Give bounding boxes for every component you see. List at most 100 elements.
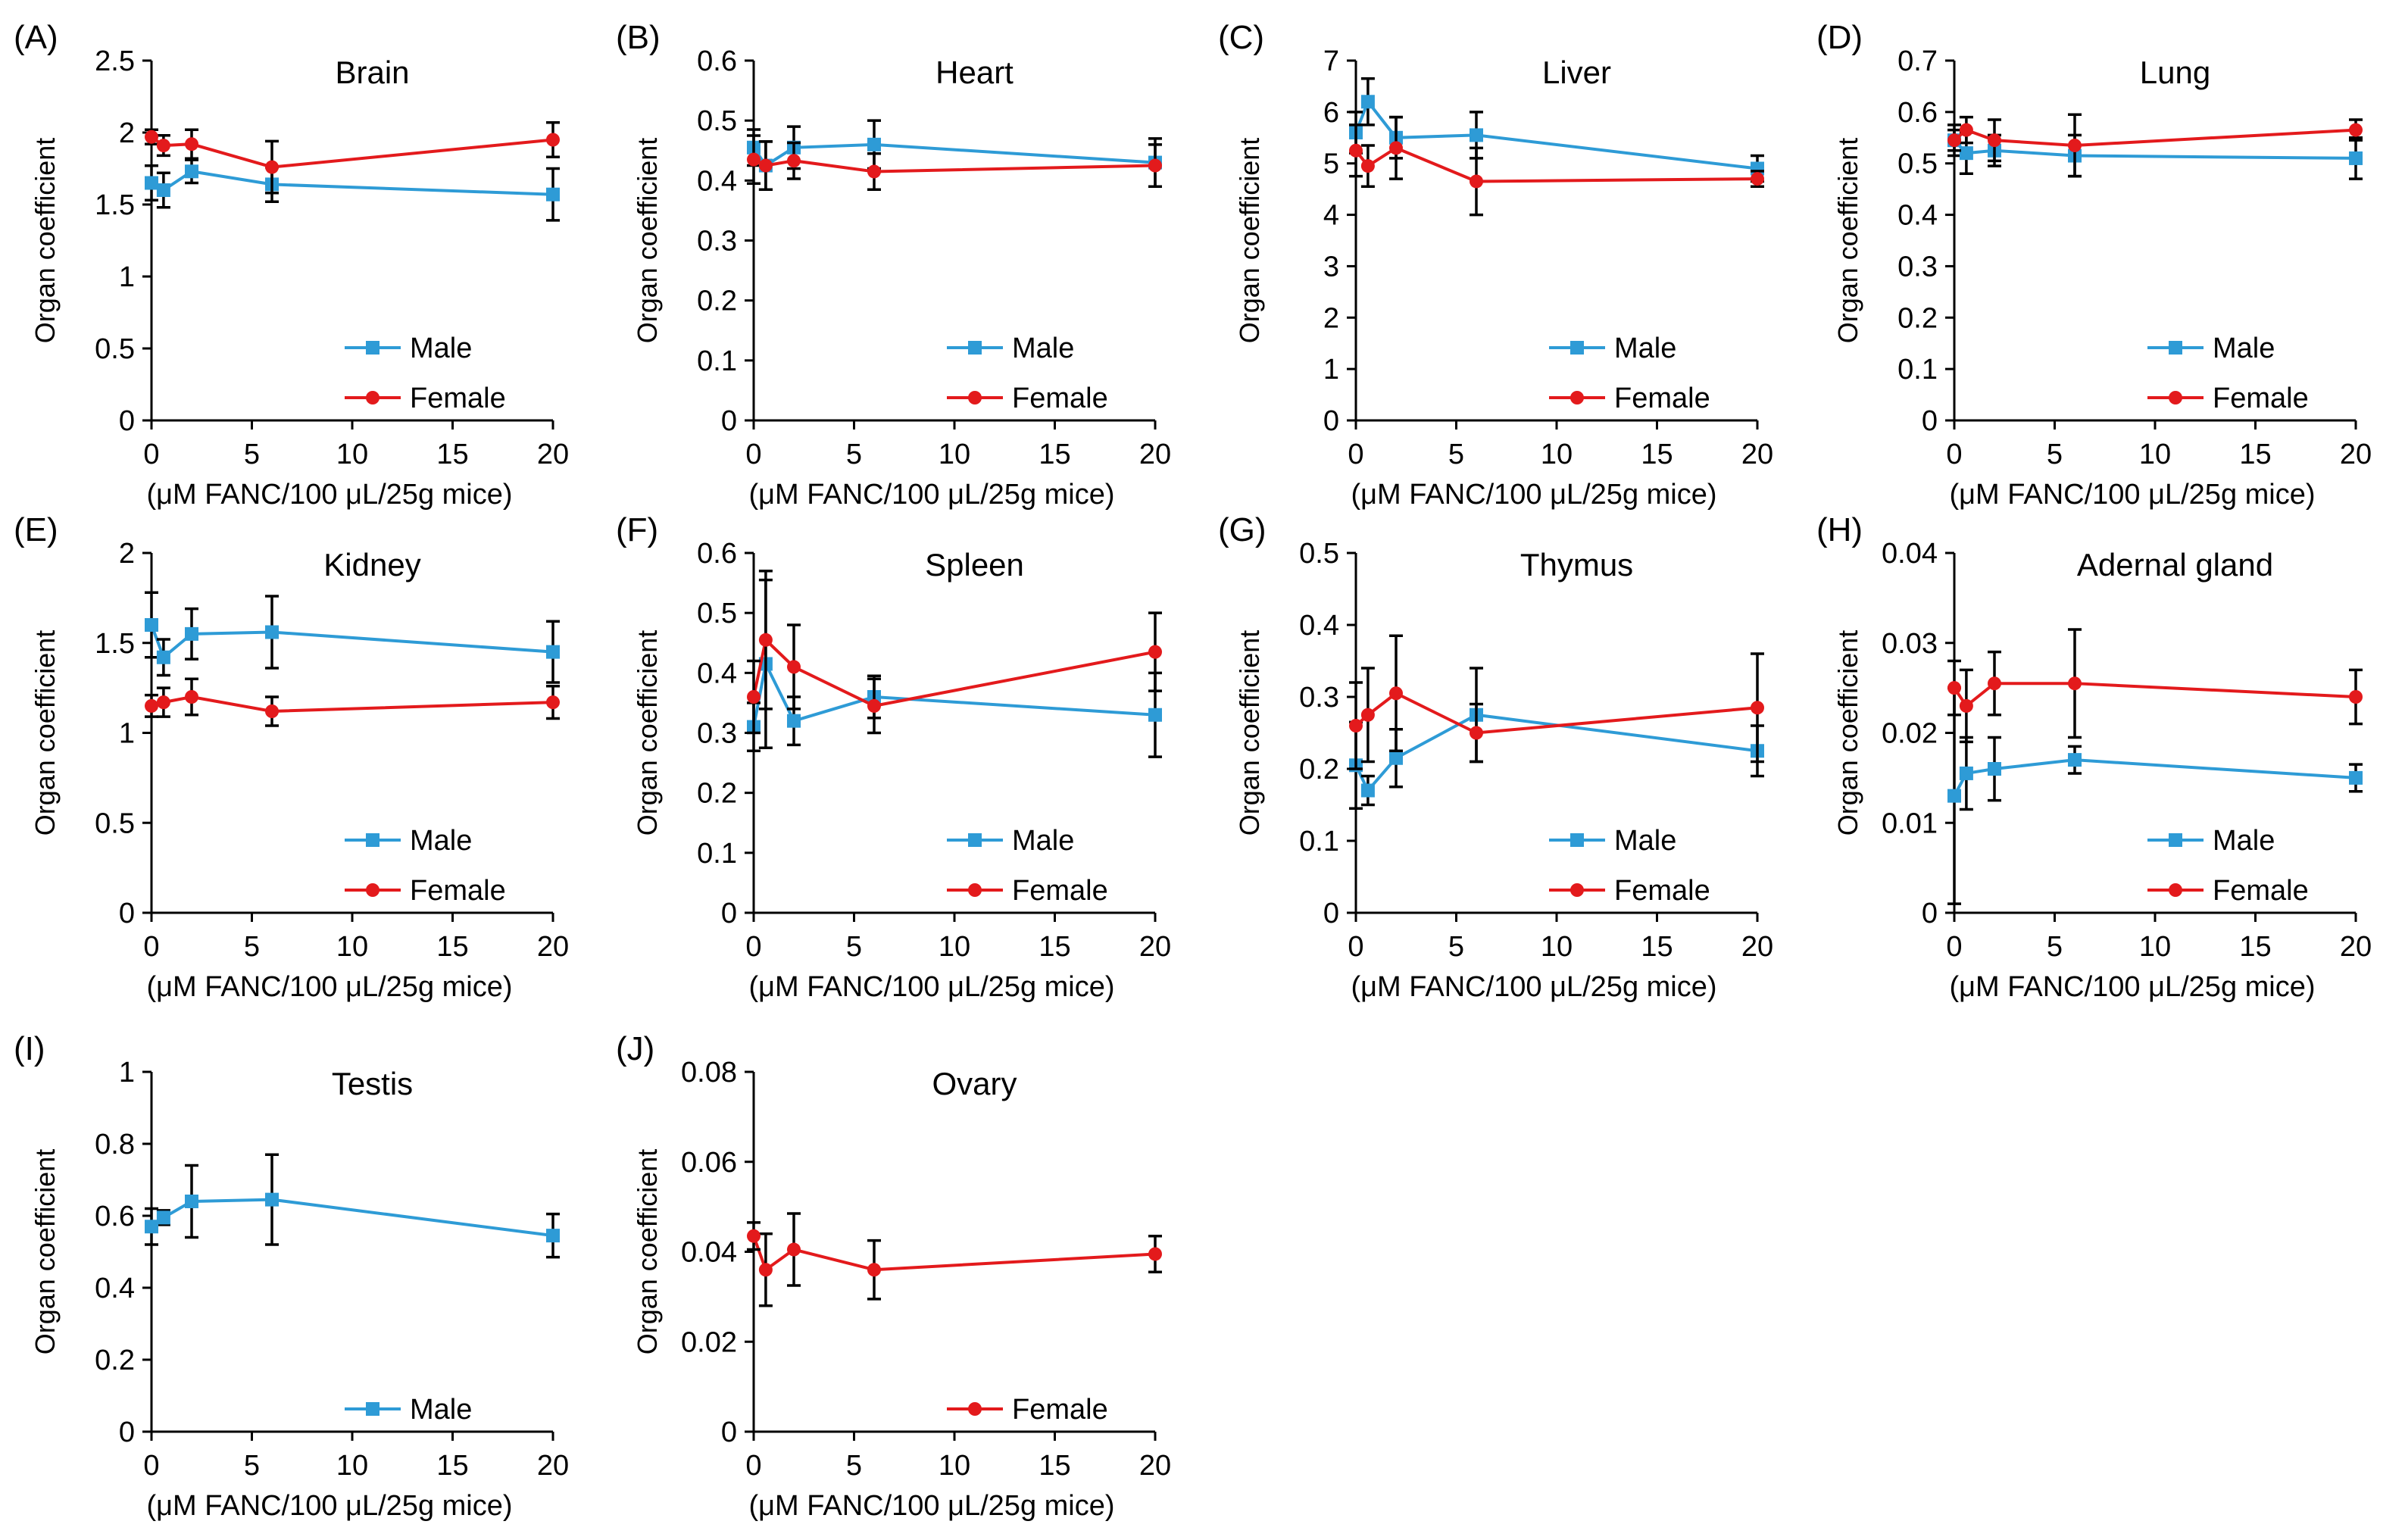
y-tick-label: 0.6 [697,45,737,77]
data-point [1959,766,1973,780]
y-tick-label: 0.5 [697,598,737,629]
y-tick-label: 1.5 [95,628,135,660]
data-point [1988,133,2001,148]
chart-title: Lung [2140,55,2210,90]
data-point [185,690,198,704]
panel-heart: (B) Heart 0 0.1 0.2 0.3 0.4 0.5 0.6 0 5 10 15 20 Organ… [616,19,1171,511]
y-tick-label: 2 [1323,302,1339,334]
y-tick-label: 0.2 [697,286,737,317]
data-point [2068,753,2082,767]
legend-label: Male [2213,333,2275,364]
x-axis-title: (μM FANC/100 μL/25g mice) [1949,971,2315,1003]
x-axis-title: (μM FANC/100 μL/25g mice) [748,1490,1114,1522]
x-tick-label: 15 [1641,931,1673,963]
panel-label: (G) [1218,511,1267,548]
y-tick-label: 0 [119,898,135,929]
series-line [1354,691,1758,735]
legend-marker [968,391,982,405]
x-tick-label: 0 [1348,439,1363,470]
data-point [265,1192,279,1207]
x-tick-label: 20 [1139,1450,1171,1482]
y-tick-label: 3 [1323,251,1339,283]
legend-label: Male [1614,825,1676,857]
legend-marker [366,1402,379,1416]
x-tick-label: 10 [939,1450,970,1482]
x-axis-title: (μM FANC/100 μL/25g mice) [748,479,1114,511]
data-point [787,714,801,728]
series-line [1953,758,2357,797]
data-point [787,154,801,168]
x-axis-title: (μM FANC/100 μL/25g mice) [1949,479,2315,511]
data-point [1959,698,1973,713]
data-point [1148,645,1162,659]
legend-label: Female [1012,875,1108,907]
legend-label: Female [1012,383,1108,414]
panel-label: (J) [616,1030,654,1067]
chart-title: Thymus [1520,547,1633,583]
data-point [758,158,773,173]
y-axis-title: Organ coefficient [30,138,61,344]
y-tick-label: 0.03 [1882,628,1938,660]
series-female [1349,115,1764,217]
legend-marker [366,833,379,847]
legend-marker [1570,833,1584,847]
series-line [1953,128,2357,147]
legend-marker [366,883,379,897]
data-point [747,690,761,704]
y-tick-label: 0.02 [681,1326,737,1358]
data-point [185,626,198,641]
legend-item-female: Female [2147,383,2309,414]
chart-title: Liver [1542,55,1611,90]
x-axis-title: (μM FANC/100 μL/25g mice) [146,479,512,511]
series-female [145,677,560,727]
y-tick-label: 0.3 [697,226,737,258]
series-male [145,591,560,684]
x-tick-label: 15 [436,1450,468,1482]
x-tick-label: 0 [745,1450,761,1482]
legend-item-male: Male [2147,333,2275,364]
x-tick-label: 15 [436,931,468,963]
series-line [1354,98,1758,170]
x-tick-label: 20 [537,439,569,470]
y-tick-label: 2 [119,538,135,570]
y-axis-title: Organ coefficient [632,138,663,344]
series-line [150,136,554,169]
data-point [145,176,158,190]
series-male [747,119,1162,191]
x-tick-label: 0 [143,1450,159,1482]
panel-liver: (C) Liver 0 1 2 3 4 5 6 7 0 5 10 15 20 Organ coefficien… [1218,19,1773,511]
x-tick-label: 5 [2047,439,2063,470]
y-tick-label: 0.3 [1299,682,1339,714]
x-tick-label: 15 [2239,439,2271,470]
data-point [2349,151,2363,165]
x-tick-label: 5 [244,931,260,963]
data-point [787,1242,801,1257]
series-male [145,158,560,222]
data-point [2349,123,2363,137]
data-point [145,618,158,632]
chart-title: Adernal gland [2077,547,2273,583]
y-axis-title: Organ coefficient [1832,138,1863,344]
legend-label: Male [410,333,472,364]
series-female [1349,634,1764,770]
data-point [156,650,170,664]
series-female [747,134,1162,191]
data-point [867,137,881,152]
x-axis-title: (μM FANC/100 μL/25g mice) [1351,479,1716,511]
series-line [752,636,1156,708]
x-tick-label: 5 [244,439,260,470]
data-point [1751,701,1764,715]
legend-label: Female [1614,383,1710,414]
y-tick-label: 0.06 [681,1147,737,1179]
x-tick-label: 15 [1039,1450,1070,1482]
data-point [185,164,198,179]
legend-item-female: Female [947,875,1108,907]
data-point [747,152,761,167]
x-tick-label: 10 [939,439,970,470]
data-point [867,698,881,713]
y-axis-title: Organ coefficient [1234,138,1265,344]
y-axis-title: Organ coefficient [1832,630,1863,836]
data-point [867,164,881,179]
